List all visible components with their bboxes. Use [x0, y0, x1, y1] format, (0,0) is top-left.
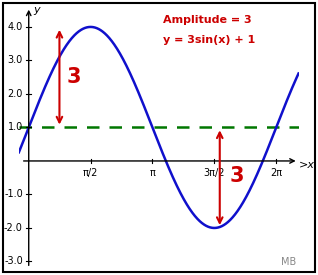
Text: π/2: π/2: [83, 168, 98, 178]
Text: y: y: [33, 5, 40, 15]
Text: -3.0: -3.0: [4, 257, 23, 266]
Text: y = 3sin(x) + 1: y = 3sin(x) + 1: [162, 35, 255, 45]
Text: 3: 3: [66, 67, 81, 87]
Text: 1.0: 1.0: [8, 122, 23, 133]
Text: Amplitude = 3: Amplitude = 3: [162, 15, 251, 25]
Text: MB: MB: [281, 257, 297, 266]
Text: π: π: [149, 168, 156, 178]
Text: 3: 3: [230, 166, 244, 186]
Text: 3π/2: 3π/2: [204, 168, 225, 178]
Text: 2.0: 2.0: [7, 89, 23, 99]
Text: >x: >x: [299, 160, 315, 170]
Text: 2π: 2π: [270, 168, 282, 178]
Text: 3.0: 3.0: [8, 56, 23, 65]
Text: -2.0: -2.0: [4, 223, 23, 233]
Text: 4.0: 4.0: [8, 22, 23, 32]
Text: -1.0: -1.0: [4, 189, 23, 199]
